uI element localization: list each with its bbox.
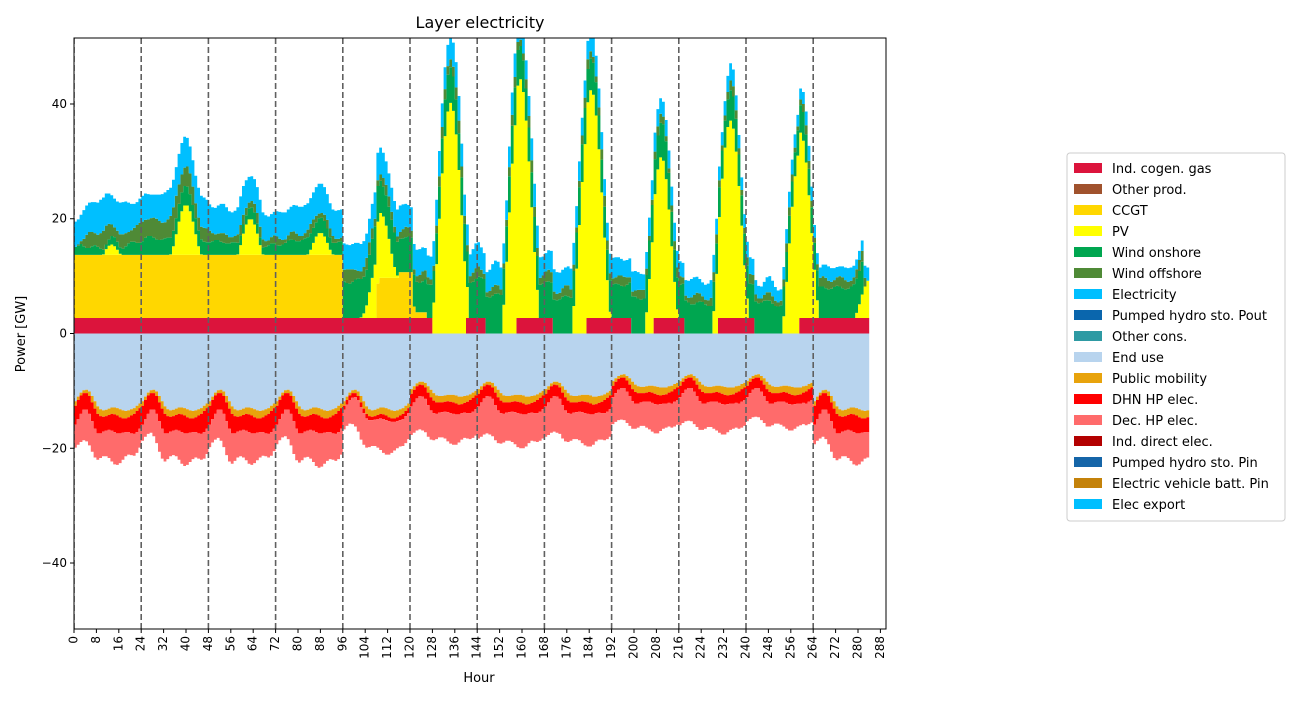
- legend-swatch: [1074, 394, 1102, 404]
- legend-swatch: [1074, 352, 1102, 362]
- legend-swatch: [1074, 499, 1102, 509]
- x-tick-label: 224: [694, 636, 708, 659]
- series-area-3: [74, 79, 870, 334]
- x-tick-label: 112: [380, 636, 394, 659]
- legend-label: Pumped hydro sto. Pout: [1112, 309, 1267, 324]
- x-tick-label: 208: [649, 636, 663, 659]
- x-tick-label: 160: [515, 636, 529, 659]
- series-area-12: [74, 388, 870, 468]
- x-tick-label: 272: [828, 636, 842, 659]
- x-tick-label: 8: [89, 636, 103, 644]
- legend-swatch: [1074, 268, 1102, 278]
- y-tick-label: 40: [52, 97, 67, 111]
- legend-label: Wind offshore: [1112, 267, 1202, 282]
- legend-swatch: [1074, 478, 1102, 488]
- x-tick-label: 48: [201, 636, 215, 651]
- legend-label: DHN HP elec.: [1112, 393, 1198, 408]
- series-area-11: [74, 377, 870, 434]
- legend-swatch: [1074, 331, 1102, 341]
- x-tick-label: 192: [604, 636, 618, 659]
- x-tick-label: 72: [268, 636, 282, 651]
- x-tick-label: 56: [223, 636, 237, 651]
- y-tick-label: −40: [42, 556, 67, 570]
- series-area-5: [74, 39, 870, 307]
- legend-label: Dec. HP elec.: [1112, 414, 1198, 429]
- x-tick-label: 64: [246, 636, 260, 651]
- x-tick-label: 184: [582, 636, 596, 659]
- y-tick-label: 20: [52, 212, 67, 226]
- x-tick-label: 264: [806, 636, 820, 659]
- chart-title: Layer electricity: [416, 13, 545, 32]
- legend-swatch: [1074, 373, 1102, 383]
- x-tick-label: 168: [537, 636, 551, 659]
- legend-swatch: [1074, 289, 1102, 299]
- series-area-0: [74, 318, 870, 334]
- x-tick-label: 128: [425, 636, 439, 659]
- x-tick-label: 16: [111, 636, 125, 651]
- x-tick-label: 104: [358, 636, 372, 659]
- x-tick-label: 240: [739, 636, 753, 659]
- y-tick-label: −20: [42, 441, 67, 455]
- legend-swatch: [1074, 247, 1102, 257]
- plot-area: [74, 38, 870, 629]
- legend-frame: [1066, 152, 1286, 522]
- x-tick-label: 216: [671, 636, 685, 659]
- x-tick-label: 88: [313, 636, 327, 651]
- legend-label: PV: [1112, 225, 1129, 240]
- legend-label: Elec export: [1112, 498, 1185, 513]
- legend-swatch: [1074, 205, 1102, 215]
- series-area-10: [74, 374, 870, 419]
- legend-swatch: [1074, 457, 1102, 467]
- legend-label: Wind onshore: [1112, 246, 1201, 261]
- legend-swatch: [1074, 163, 1102, 173]
- axes: 0 8 16 24 32 40 48 56 64 72 80 88 96 104 112 120 128 136 1…: [42, 37, 887, 659]
- legend: Ind. cogen. gas Other prod. CCGT PV Wind ons…: [1066, 152, 1286, 522]
- y-tick-label: 0: [59, 327, 67, 341]
- x-tick-label: 0: [67, 636, 81, 644]
- legend-label: Other cons.: [1112, 330, 1187, 345]
- x-axis-label: Hour: [463, 671, 495, 686]
- legend-label: Pumped hydro sto. Pin: [1112, 456, 1258, 471]
- legend-swatch: [1074, 184, 1102, 194]
- series-area-2: [74, 254, 870, 334]
- y-axis-label: Power [GW]: [14, 296, 29, 373]
- x-tick-label: 152: [492, 636, 506, 659]
- x-tick-label: 256: [783, 636, 797, 659]
- legend-swatch: [1074, 310, 1102, 320]
- legend-swatch: [1074, 415, 1102, 425]
- legend-label: CCGT: [1112, 204, 1148, 219]
- x-tick-label: 176: [559, 636, 573, 659]
- x-tick-label: 136: [447, 636, 461, 659]
- legend-swatch: [1074, 226, 1102, 236]
- x-tick-label: 280: [851, 636, 865, 659]
- x-tick-label: 248: [761, 636, 775, 659]
- legend-label: Ind. direct elec.: [1112, 435, 1213, 450]
- x-tick-label: 232: [716, 636, 730, 659]
- legend-label: End use: [1112, 351, 1164, 366]
- x-tick-label: 120: [403, 636, 417, 659]
- legend-label: Public mobility: [1112, 372, 1207, 387]
- x-tick-label: 96: [335, 636, 349, 651]
- legend-label: Electricity: [1112, 288, 1177, 303]
- x-tick-label: 80: [291, 636, 305, 651]
- x-tick-label: 32: [156, 636, 170, 651]
- x-tick-label: 40: [179, 636, 193, 651]
- x-tick-label: 200: [627, 636, 641, 659]
- x-tick-label: 288: [873, 636, 887, 659]
- x-tick-label: 24: [134, 636, 148, 651]
- series-area-9: [74, 333, 870, 411]
- legend-label: Other prod.: [1112, 183, 1187, 198]
- legend-label: Electric vehicle batt. Pin: [1112, 477, 1269, 492]
- x-tick-label: 144: [470, 636, 484, 659]
- legend-swatch: [1074, 436, 1102, 446]
- series-area-6: [74, 38, 870, 303]
- legend-label: Ind. cogen. gas: [1112, 162, 1212, 177]
